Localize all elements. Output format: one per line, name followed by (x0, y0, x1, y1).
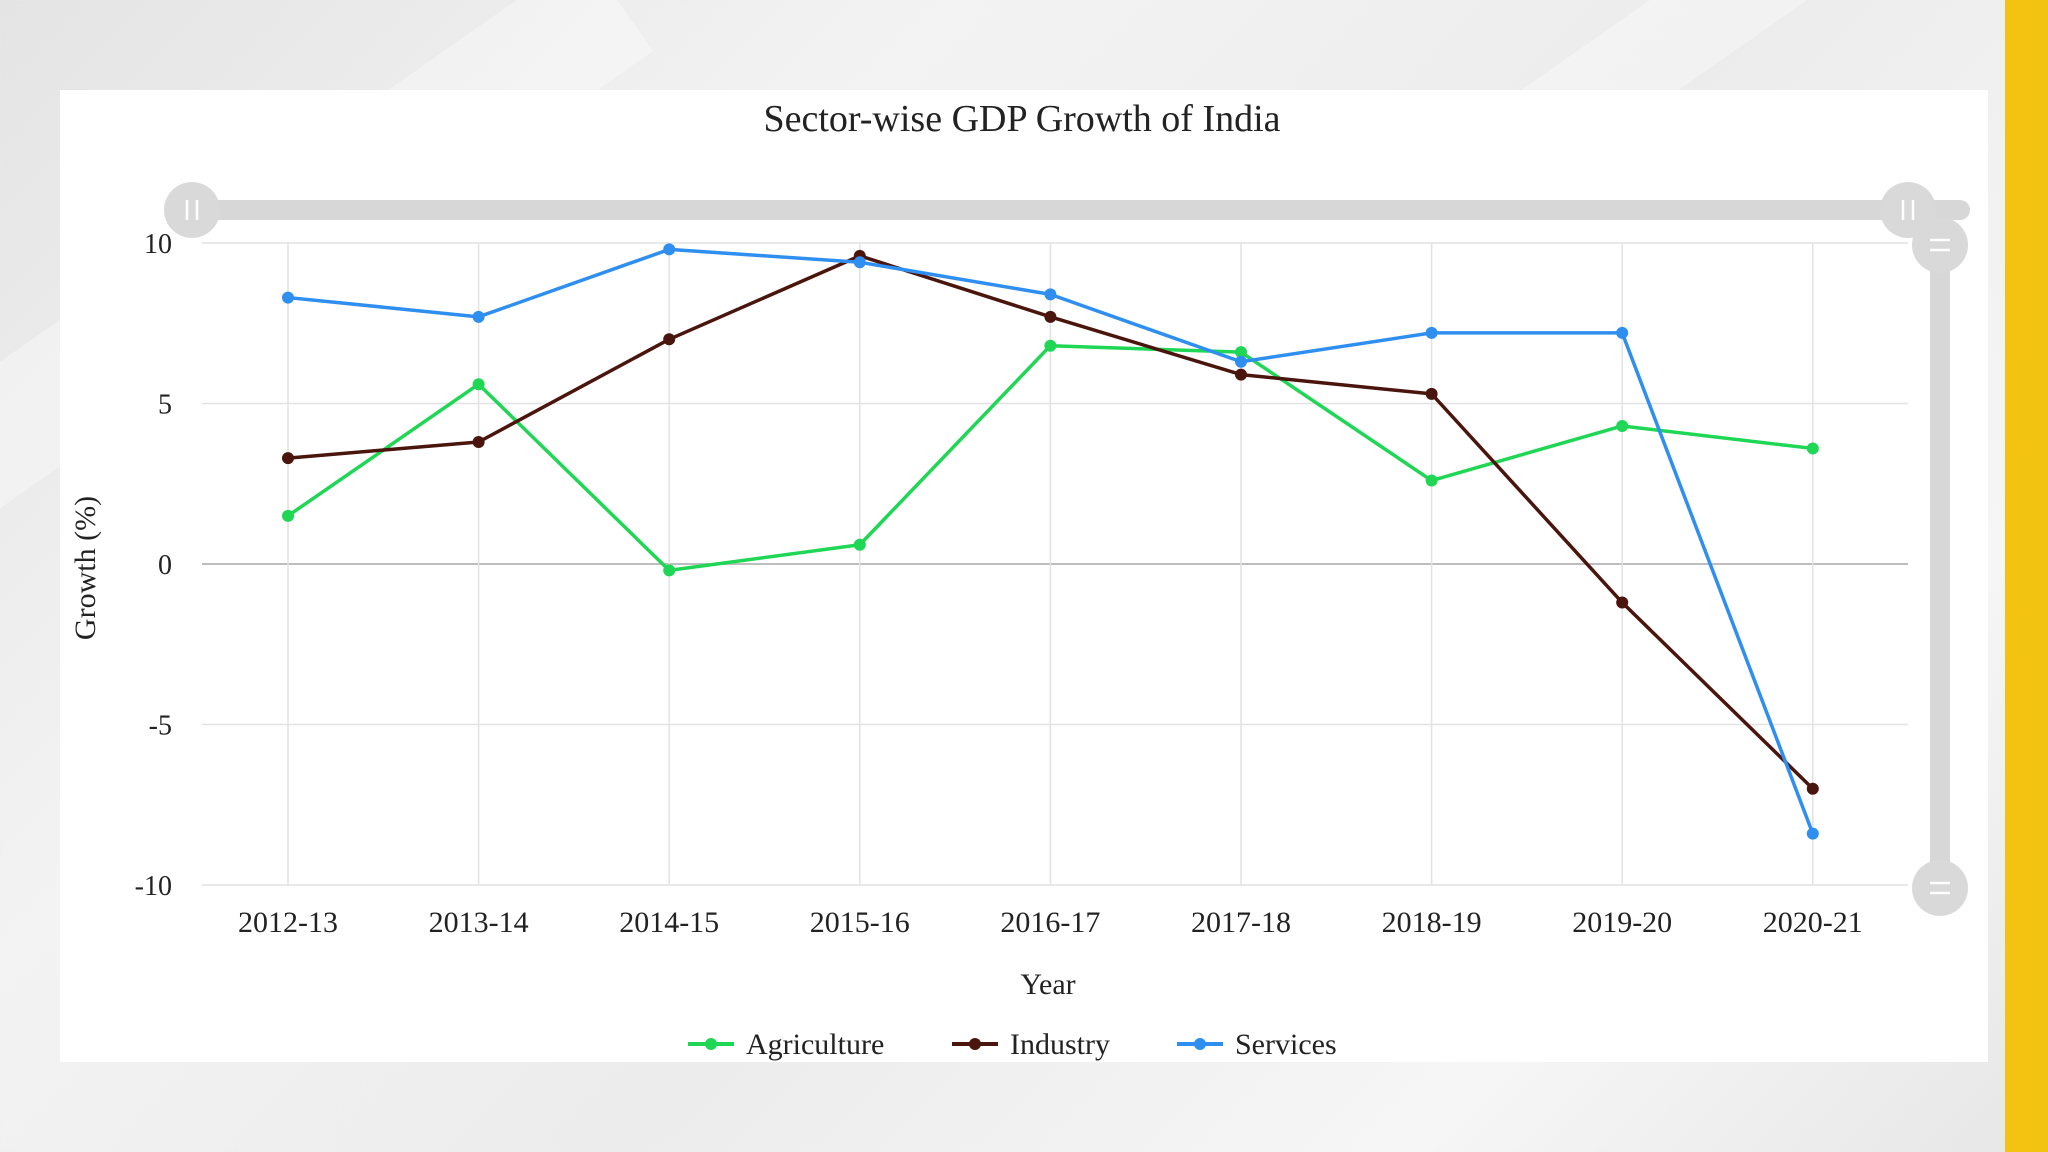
services-data-point[interactable] (1235, 355, 1247, 368)
accent-bar (2005, 0, 2048, 1152)
x-axis-label: Year (1020, 968, 1075, 1001)
services-data-point[interactable] (1616, 326, 1629, 339)
x-tick-label: 2019-20 (1572, 906, 1672, 939)
agriculture-data-point[interactable] (472, 378, 485, 391)
agriculture-data-point[interactable] (282, 509, 294, 522)
y-tick-label: -5 (149, 711, 172, 742)
industry-data-point[interactable] (1235, 368, 1247, 381)
agriculture-data-point[interactable] (853, 538, 866, 551)
x-tick-label: 2012-13 (238, 906, 338, 939)
industry-data-point[interactable] (1806, 782, 1819, 795)
x-tick-label: 2017-18 (1191, 906, 1291, 939)
chart-title: Sector-wise GDP Growth of India (763, 98, 1280, 140)
legend-item-agriculture[interactable]: Agriculture (688, 1028, 884, 1061)
chart-card: Sector-wise GDP Growth of India (60, 90, 1988, 1062)
y-slider-track[interactable] (1930, 245, 1950, 885)
services-data-point[interactable] (472, 310, 485, 323)
y-tick-label: -10 (135, 871, 172, 902)
x-tick-label: 2016-17 (1000, 906, 1100, 939)
services-data-point[interactable] (1806, 827, 1819, 840)
services-data-point[interactable] (282, 291, 294, 304)
industry-data-point[interactable] (472, 436, 485, 449)
agriculture-data-point[interactable] (1616, 419, 1629, 432)
industry-data-point[interactable] (282, 452, 294, 465)
services-data-point[interactable] (1044, 288, 1057, 301)
services-legend-marker (1194, 1038, 1206, 1050)
y-tick-label: 10 (144, 229, 172, 260)
agriculture-data-point[interactable] (1044, 339, 1057, 352)
industry-data-point[interactable] (1616, 596, 1629, 609)
y-tick-label: 0 (158, 550, 172, 581)
legend[interactable]: Agriculture Industry Services (688, 1028, 1337, 1061)
x-tick-label: 2014-15 (619, 906, 719, 939)
services-data-point[interactable] (663, 243, 676, 256)
x-tick-label: 2020-21 (1763, 906, 1863, 939)
x-slider-track[interactable] (192, 200, 1970, 220)
x-axis: 2012-13 2013-14 2014-15 2015-16 2016-17 2017-… (238, 906, 1863, 939)
services-data-point[interactable] (853, 256, 866, 269)
x-slider-left-handle[interactable] (164, 182, 220, 238)
industry-data-point[interactable] (1425, 387, 1438, 400)
y-axis: 10 5 0 -5 -10 (135, 229, 172, 902)
services-legend-label: Services (1235, 1028, 1337, 1061)
agriculture-data-point[interactable] (1806, 442, 1819, 455)
legend-item-industry[interactable]: Industry (952, 1028, 1110, 1061)
x-range-slider[interactable] (164, 182, 1970, 238)
y-range-slider[interactable] (1912, 217, 1968, 916)
services-data-point[interactable] (1425, 326, 1438, 339)
y-slider-bottom-handle[interactable] (1912, 860, 1968, 916)
agriculture-data-point[interactable] (1425, 474, 1438, 487)
line-chart: Sector-wise GDP Growth of India (69, 98, 1970, 1061)
y-axis-label: Growth (%) (69, 496, 102, 640)
industry-data-point[interactable] (663, 333, 676, 346)
y-slider-top-handle[interactable] (1912, 217, 1968, 273)
legend-item-services[interactable]: Services (1177, 1028, 1337, 1061)
industry-data-point[interactable] (1044, 310, 1057, 323)
x-tick-label: 2013-14 (429, 906, 529, 939)
grid (202, 242, 1908, 886)
industry-legend-label: Industry (1010, 1028, 1110, 1061)
agriculture-legend-marker (705, 1038, 717, 1050)
industry-legend-marker (969, 1038, 981, 1050)
agriculture-legend-label: Agriculture (746, 1028, 884, 1061)
agriculture-data-point[interactable] (1235, 346, 1247, 359)
y-tick-label: 5 (158, 390, 172, 421)
x-tick-label: 2015-16 (810, 906, 910, 939)
agriculture-data-point[interactable] (663, 564, 676, 577)
series-points (282, 243, 1819, 840)
x-tick-label: 2018-19 (1382, 906, 1482, 939)
